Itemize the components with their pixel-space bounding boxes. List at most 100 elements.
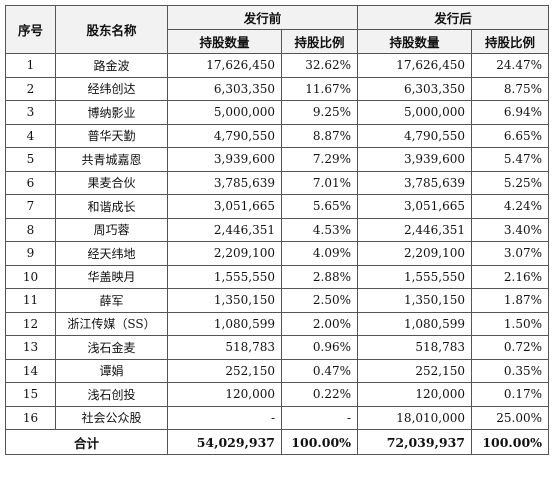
cell-after-ratio: 3.07% [471,241,550,266]
cell-after-shares: 1,080,599 [357,311,473,336]
cell-shareholder-name: 谭娟 [55,358,168,383]
cell-shareholder-name: 经天纬地 [55,241,168,266]
shareholding-table-container: 序号 股东名称 发行前 发行后 持股数量 持股比例 持股数量 持股比例 1 路金波… [5,5,550,455]
table-row: 15 浅石创投 120,000 0.22% 120,000 0.17% [5,382,550,407]
cell-before-ratio: 5.65% [280,194,359,219]
cell-before-ratio: - [280,405,359,430]
cell-before-shares: 252,150 [167,358,282,383]
cell-after-ratio: 8.75% [471,76,550,101]
cell-before-shares: 120,000 [167,382,282,407]
cell-after-shares: 1,350,150 [357,288,473,313]
cell-before-shares: 518,783 [167,335,282,360]
cell-after-shares: 3,051,665 [357,194,473,219]
shareholding-table: 序号 股东名称 发行前 发行后 持股数量 持股比例 持股数量 持股比例 1 路金波… [5,5,550,455]
cell-after-shares: 3,785,639 [357,170,473,195]
cell-after-ratio: 6.65% [471,123,550,148]
cell-after-shares: 17,626,450 [357,53,473,78]
cell-before-shares: 3,939,600 [167,147,282,172]
cell-before-ratio: 7.29% [280,147,359,172]
cell-before-shares: 5,000,000 [167,100,282,125]
cell-index: 5 [5,147,56,172]
cell-shareholder-name: 和谐成长 [55,194,168,219]
cell-shareholder-name: 华盖映月 [55,264,168,289]
table-row: 13 浅石金麦 518,783 0.96% 518,783 0.72% [5,335,550,360]
cell-after-ratio: 3.40% [471,217,550,242]
cell-after-ratio: 0.72% [471,335,550,360]
table-row: 1 路金波 17,626,450 32.62% 17,626,450 24.47% [5,53,550,78]
cell-after-ratio: 5.47% [471,147,550,172]
cell-index: 6 [5,170,56,195]
cell-before-ratio: 11.67% [280,76,359,101]
cell-after-shares: 4,790,550 [357,123,473,148]
cell-before-ratio: 9.25% [280,100,359,125]
cell-shareholder-name: 经纬创达 [55,76,168,101]
cell-index: 1 [5,53,56,78]
table-row: 11 薛军 1,350,150 2.50% 1,350,150 1.87% [5,288,550,313]
cell-before-shares: 3,051,665 [167,194,282,219]
cell-shareholder-name: 共青城嘉恩 [55,147,168,172]
cell-index: 12 [5,311,56,336]
table-row: 14 谭娟 252,150 0.47% 252,150 0.35% [5,358,550,383]
cell-before-shares: 4,790,550 [167,123,282,148]
cell-before-ratio: 2.50% [280,288,359,313]
header-after-shares: 持股数量 [357,29,473,54]
header-before-shares: 持股数量 [167,29,282,54]
cell-shareholder-name: 普华天勤 [55,123,168,148]
cell-shareholder-name: 周巧蓉 [55,217,168,242]
cell-after-ratio: 6.94% [471,100,550,125]
cell-index: 3 [5,100,56,125]
cell-before-ratio: 2.88% [280,264,359,289]
cell-after-ratio: 2.16% [471,264,550,289]
table-row: 12 浙江传媒（SS） 1,080,599 2.00% 1,080,599 1.50% [5,311,550,336]
header-before-issue: 发行前 [166,5,359,30]
total-row: 合计 54,029,937 100.00% 72,039,937 100.00% [5,429,550,455]
cell-after-shares: 18,010,000 [357,405,473,430]
cell-after-shares: 1,555,550 [357,264,473,289]
cell-shareholder-name: 路金波 [55,53,168,78]
cell-index: 11 [5,288,56,313]
table-row: 5 共青城嘉恩 3,939,600 7.29% 3,939,600 5.47% [5,147,550,172]
cell-before-ratio: 4.09% [280,241,359,266]
table-header: 序号 股东名称 发行前 发行后 持股数量 持股比例 持股数量 持股比例 [5,5,550,54]
cell-before-ratio: 0.96% [280,335,359,360]
table-row: 16 社会公众股 - -18,010,000 25.00% [5,405,550,430]
cell-index: 8 [5,217,56,242]
table-row: 3 博纳影业 5,000,000 9.25% 5,000,000 6.94% [5,100,550,125]
cell-after-shares: 2,446,351 [357,217,473,242]
cell-before-ratio: 32.62% [280,53,359,78]
cell-index: 9 [5,241,56,266]
cell-before-shares: 1,555,550 [167,264,282,289]
cell-index: 10 [5,264,56,289]
cell-before-shares: 1,080,599 [167,311,282,336]
cell-after-shares: 5,000,000 [357,100,473,125]
table-row: 7 和谐成长 3,051,665 5.65% 3,051,665 4.24% [5,194,550,219]
header-after-ratio: 持股比例 [471,29,550,54]
header-name: 股东名称 [55,5,168,54]
total-before-shares: 54,029,937 [167,429,282,455]
cell-before-ratio: 0.22% [280,382,359,407]
cell-shareholder-name: 薛军 [55,288,168,313]
total-label: 合计 [5,429,168,455]
cell-before-shares: 17,626,450 [167,53,282,78]
cell-after-ratio: 4.24% [471,194,550,219]
total-after-shares: 72,039,937 [357,429,473,455]
cell-after-ratio: 0.17% [471,382,550,407]
cell-before-shares: 1,350,150 [167,288,282,313]
cell-shareholder-name: 博纳影业 [55,100,168,125]
cell-after-shares: 3,939,600 [357,147,473,172]
cell-shareholder-name: 浅石创投 [55,382,168,407]
cell-after-shares: 120,000 [357,382,473,407]
cell-after-ratio: 1.50% [471,311,550,336]
cell-index: 14 [5,358,56,383]
total-after-ratio: 100.00% [471,429,550,455]
cell-index: 13 [5,335,56,360]
table-row: 4 普华天勤 4,790,550 8.87% 4,790,550 6.65% [5,123,550,148]
cell-after-ratio: 1.87% [471,288,550,313]
header-row-top: 序号 股东名称 发行前 发行后 [5,5,550,54]
cell-before-shares: 2,446,351 [167,217,282,242]
cell-before-ratio: 4.53% [280,217,359,242]
cell-after-ratio: 5.25% [471,170,550,195]
header-row-sub: 持股数量 持股比例 持股数量 持股比例 [6,29,550,54]
table-row: 10 华盖映月 1,555,550 2.88% 1,555,550 2.16% [5,264,550,289]
cell-index: 16 [5,405,56,430]
